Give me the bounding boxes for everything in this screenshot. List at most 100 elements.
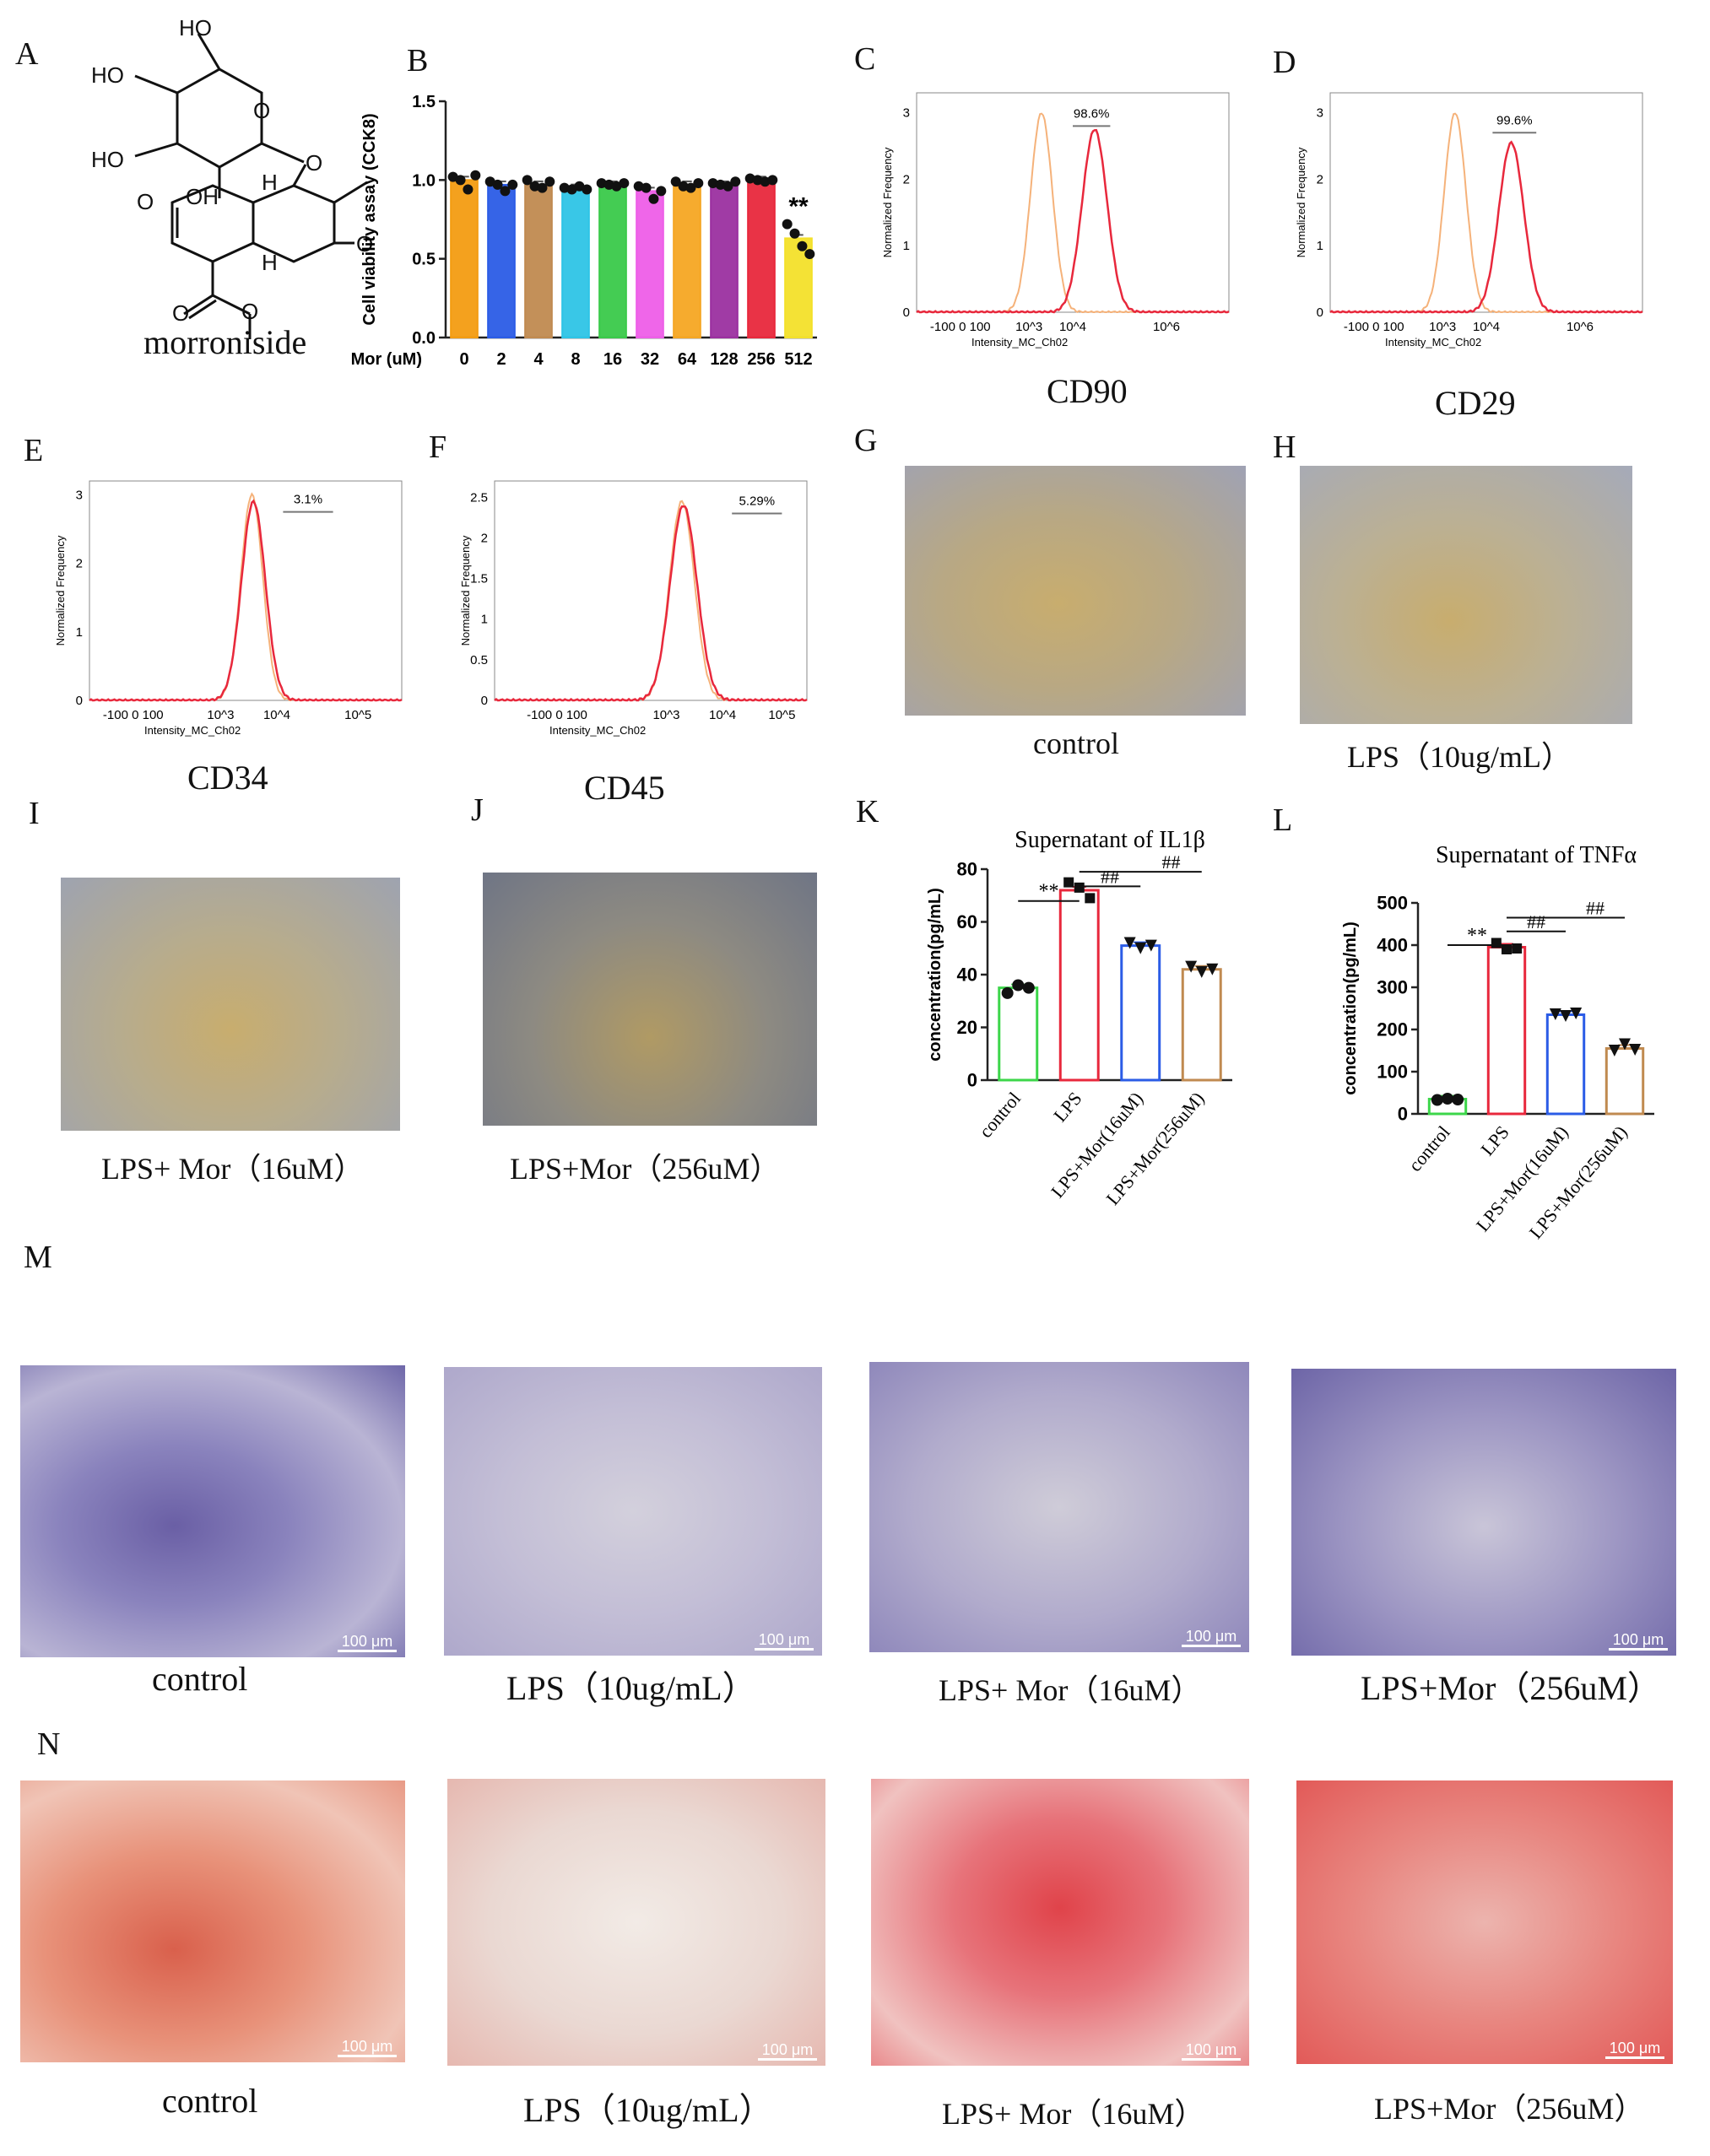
panel-label-f: F bbox=[429, 430, 447, 465]
gate-percentage: 98.6% bbox=[1074, 106, 1110, 121]
scale-bar: 100 μm bbox=[755, 1631, 814, 1651]
micrograph-h bbox=[1300, 466, 1632, 724]
x-tick-label: 10^6 bbox=[1153, 320, 1180, 334]
x-tick-label: -100 0 100 bbox=[103, 708, 164, 722]
x-axis-label: Mor (uM) bbox=[351, 350, 422, 369]
panel-label-c: C bbox=[854, 41, 876, 77]
category-label: 512 bbox=[784, 350, 812, 369]
y-tick-label: 1 bbox=[76, 625, 83, 640]
data-point bbox=[1549, 1008, 1561, 1020]
data-point bbox=[1134, 942, 1147, 954]
micrograph-n-mor256: 100 μm bbox=[1296, 1780, 1673, 2064]
data-point bbox=[1185, 960, 1198, 973]
bar bbox=[1545, 1013, 1586, 1116]
scale-bar: 100 μm bbox=[1605, 2040, 1664, 2059]
panel-label-h: H bbox=[1273, 430, 1296, 465]
histogram-curve bbox=[89, 499, 403, 702]
y-tick-label: 1 bbox=[1317, 239, 1323, 253]
caption-m-control: control bbox=[152, 1660, 248, 1698]
x-axis-label: Intensity_MC_Ch02 bbox=[549, 724, 646, 737]
data-point bbox=[1570, 1008, 1583, 1019]
x-axis-label: Intensity_MC_Ch02 bbox=[1385, 336, 1481, 349]
atom-h-1: H bbox=[262, 170, 278, 195]
data-point bbox=[1608, 1045, 1621, 1056]
data-point bbox=[537, 182, 548, 193]
chart-c: 0 1 2 3 -100 0 100 10^3 10^4 10^6 Intensity_MC_C… bbox=[881, 92, 1230, 349]
atom-ho-1: HO bbox=[179, 15, 212, 41]
micrograph-m-lps: 100 μm bbox=[444, 1367, 822, 1656]
scale-bar: 100 μm bbox=[338, 1633, 397, 1652]
data-point bbox=[1195, 965, 1208, 978]
sig-label: ## bbox=[1162, 851, 1181, 873]
bar bbox=[998, 986, 1039, 1082]
micrograph-n-control: 100 μm bbox=[20, 1780, 405, 2062]
category-label: control bbox=[1404, 1121, 1454, 1175]
x-tick-label: -100 0 100 bbox=[527, 708, 587, 722]
structure-name: morroniside bbox=[143, 323, 307, 361]
data-point bbox=[1206, 963, 1219, 975]
micrograph-i bbox=[61, 878, 400, 1131]
chart-b: 0.0 0.5 1.0 1.5 0 2 4 8 16 32 64 128 256 512 Cell viab… bbox=[351, 93, 817, 369]
caption-m-mor256: LPS+Mor（256uM） bbox=[1361, 1669, 1661, 1707]
sig-label: ** bbox=[1039, 881, 1059, 903]
data-point bbox=[767, 175, 778, 186]
y-tick-label: 500 bbox=[1377, 893, 1408, 914]
plot-frame bbox=[89, 480, 403, 701]
data-point bbox=[1502, 944, 1512, 954]
panel-label-i: I bbox=[29, 796, 40, 831]
chart-e: 0 1 2 3 -100 0 100 10^3 10^4 10^5 Intensity_MC_C… bbox=[54, 480, 403, 737]
y-tick-label: 0.0 bbox=[412, 329, 436, 348]
data-point bbox=[1063, 877, 1074, 888]
x-tick-label: -100 0 100 bbox=[1344, 320, 1404, 334]
category-label: control bbox=[975, 1088, 1025, 1142]
bar bbox=[1058, 889, 1100, 1082]
data-point bbox=[1085, 893, 1096, 904]
y-tick-label: 3 bbox=[903, 106, 910, 121]
category-label: 32 bbox=[641, 350, 659, 369]
atom-o-5: O bbox=[241, 299, 258, 324]
data-point bbox=[1145, 939, 1157, 952]
data-point bbox=[797, 240, 808, 251]
y-tick-label: 0 bbox=[76, 694, 83, 708]
category-label: LPS bbox=[1049, 1088, 1086, 1126]
category-label: 256 bbox=[747, 350, 775, 369]
caption-g: control bbox=[1033, 727, 1119, 760]
y-tick-label: 2 bbox=[76, 557, 83, 571]
data-point bbox=[463, 184, 473, 195]
bar bbox=[710, 183, 739, 338]
caption-i: LPS+ Mor（16uM） bbox=[101, 1152, 365, 1186]
data-point bbox=[656, 186, 667, 197]
x-tick-label: 10^3 bbox=[652, 708, 679, 722]
y-tick-label: 0 bbox=[903, 305, 910, 320]
significance-label: ** bbox=[788, 192, 809, 220]
histogram-curve bbox=[1329, 140, 1643, 314]
data-point bbox=[455, 175, 466, 186]
data-point bbox=[582, 184, 593, 195]
micrograph-m-mor256: 100 μm bbox=[1291, 1369, 1676, 1656]
data-point bbox=[492, 179, 503, 190]
scale-bar: 100 μm bbox=[1182, 2041, 1241, 2061]
x-tick-label: 10^5 bbox=[344, 708, 371, 722]
y-tick-label: 400 bbox=[1377, 935, 1408, 956]
data-point bbox=[1452, 1094, 1464, 1105]
data-point bbox=[782, 219, 793, 230]
histogram-curve bbox=[89, 492, 403, 702]
histogram-curve bbox=[1329, 112, 1643, 314]
data-point bbox=[693, 178, 704, 189]
atom-o-6: O bbox=[356, 231, 373, 257]
x-tick-label: 10^3 bbox=[1015, 320, 1042, 334]
caption-cd90: CD90 bbox=[1047, 372, 1128, 410]
y-tick-label: 100 bbox=[1377, 1062, 1408, 1083]
y-tick-label: 0 bbox=[1398, 1104, 1408, 1125]
atom-h-2: H bbox=[262, 250, 278, 275]
bar bbox=[487, 183, 516, 338]
data-point bbox=[544, 176, 555, 187]
category-label: 16 bbox=[603, 350, 622, 369]
y-tick-label: 1.5 bbox=[470, 572, 488, 586]
scale-bar: 100 μm bbox=[758, 2041, 817, 2061]
x-tick-label: 10^4 bbox=[263, 708, 290, 722]
micrograph-m-control: 100 μm bbox=[20, 1365, 405, 1657]
category-label: 64 bbox=[678, 350, 697, 369]
data-point bbox=[1491, 938, 1502, 948]
